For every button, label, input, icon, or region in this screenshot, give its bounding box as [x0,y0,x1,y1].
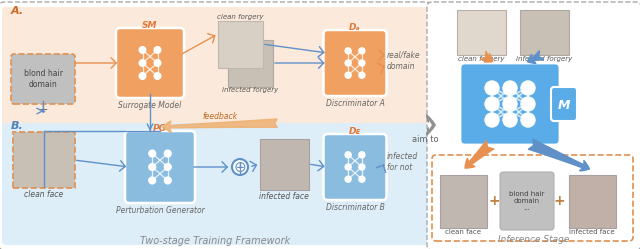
Text: Dₐ: Dₐ [349,23,361,32]
Circle shape [503,97,517,111]
Text: +: + [553,194,565,208]
Circle shape [345,60,351,66]
Text: blond hair
domain
...: blond hair domain ... [509,191,545,211]
Text: clean forgery: clean forgery [217,14,263,20]
Circle shape [140,73,146,79]
Text: feedback: feedback [202,112,237,121]
Text: infected
for not: infected for not [387,152,419,172]
Circle shape [485,81,499,95]
Circle shape [485,113,499,127]
Circle shape [140,60,146,66]
FancyBboxPatch shape [2,123,428,245]
FancyBboxPatch shape [456,9,506,55]
Text: +: + [38,103,48,116]
FancyBboxPatch shape [116,28,184,98]
Circle shape [149,164,156,170]
Circle shape [345,72,351,78]
Text: clean forgery: clean forgery [458,56,504,62]
Text: Dᴇ: Dᴇ [349,127,361,136]
FancyBboxPatch shape [218,20,262,67]
Text: clean face: clean face [24,190,63,199]
Text: Surrogate Model: Surrogate Model [118,101,182,110]
Text: infected face: infected face [569,229,615,235]
Text: clean face: clean face [445,229,481,235]
Circle shape [503,113,517,127]
Text: B.: B. [11,121,24,131]
Circle shape [154,73,161,79]
FancyBboxPatch shape [460,63,560,145]
Text: Inference Stage: Inference Stage [499,235,570,244]
FancyBboxPatch shape [427,2,640,249]
FancyBboxPatch shape [125,131,195,203]
FancyBboxPatch shape [568,175,616,228]
Circle shape [485,97,499,111]
FancyArrowPatch shape [465,141,493,168]
Circle shape [345,48,351,54]
Circle shape [164,150,171,157]
Circle shape [140,47,146,53]
Text: Perturbation Generator: Perturbation Generator [116,206,204,215]
FancyBboxPatch shape [323,30,387,96]
Text: Two-stage Training Framework: Two-stage Training Framework [140,236,290,246]
Circle shape [521,81,535,95]
FancyBboxPatch shape [259,138,308,189]
FancyBboxPatch shape [13,132,75,188]
Circle shape [345,164,351,170]
FancyArrowPatch shape [163,119,277,132]
Circle shape [359,72,365,78]
Circle shape [164,177,171,184]
FancyBboxPatch shape [551,87,577,121]
Circle shape [359,176,365,182]
Text: SM: SM [142,21,157,30]
Text: domain: domain [387,62,415,70]
Circle shape [164,164,171,170]
Circle shape [359,164,365,170]
Circle shape [503,81,517,95]
FancyBboxPatch shape [2,7,428,133]
Circle shape [521,97,535,111]
Circle shape [345,152,351,158]
FancyArrowPatch shape [529,139,589,171]
Text: infected forgery: infected forgery [516,56,572,62]
Text: M: M [557,99,570,112]
FancyArrowPatch shape [527,51,543,63]
Circle shape [149,150,156,157]
Circle shape [345,176,351,182]
Circle shape [359,152,365,158]
FancyArrowPatch shape [427,115,435,135]
Text: A.: A. [11,6,24,16]
FancyBboxPatch shape [520,9,568,55]
Text: Discriminator A: Discriminator A [326,99,385,108]
FancyBboxPatch shape [432,155,633,241]
FancyBboxPatch shape [11,54,75,104]
FancyArrowPatch shape [481,51,493,62]
Text: PG: PG [153,124,167,133]
Text: Discriminator B: Discriminator B [326,203,385,212]
FancyBboxPatch shape [440,175,486,228]
Circle shape [359,48,365,54]
FancyBboxPatch shape [227,40,273,86]
Text: ⊕: ⊕ [234,160,246,175]
Text: infected face: infected face [259,192,309,201]
Text: infected forgery: infected forgery [222,87,278,93]
Circle shape [149,177,156,184]
Text: blond hair
domain: blond hair domain [24,69,63,89]
FancyBboxPatch shape [500,172,554,230]
FancyBboxPatch shape [323,134,387,200]
Text: +: + [488,194,500,208]
Circle shape [232,159,248,175]
Circle shape [154,47,161,53]
Text: real/fake: real/fake [387,51,420,60]
Circle shape [154,60,161,66]
Circle shape [521,113,535,127]
Text: aim to: aim to [412,135,438,144]
Circle shape [359,60,365,66]
